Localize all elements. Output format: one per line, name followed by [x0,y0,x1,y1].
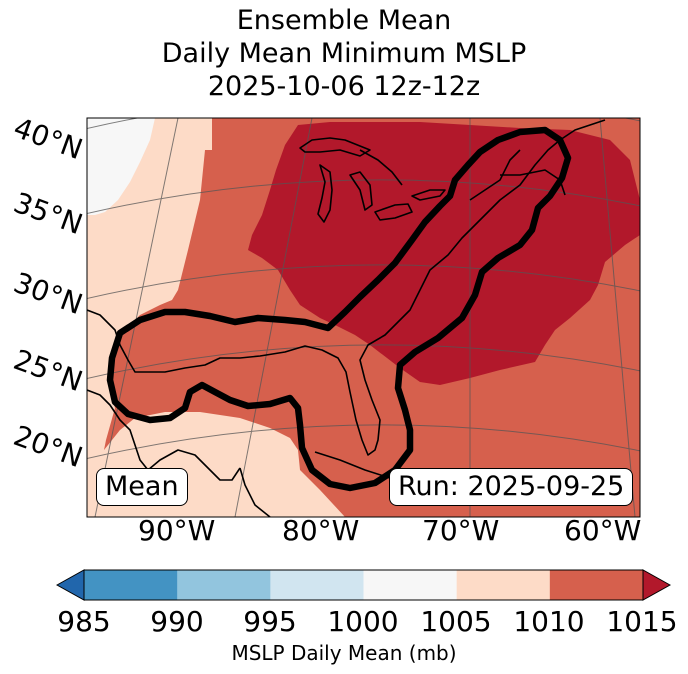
chart-title-line-3: 2025-10-06 12z-12z [207,71,481,102]
colorbar-tick-985: 985 [57,605,111,638]
colorbar-segment-1010-1015 [549,570,644,600]
chart-title-line-2: Daily Mean Minimum MSLP [161,38,527,69]
colorbar-label: MSLP Daily Mean (mb) [231,641,457,665]
colorbar-tick-990: 990 [150,605,204,638]
chart-title-line-1: Ensemble Mean [236,5,452,36]
ensemble-contour [106,126,572,492]
pressure-field-1000-1005 [87,118,155,215]
pressure-field-1015-plus [248,122,640,385]
colorbar-tick-1000: 1000 [327,605,399,638]
lon-label-60w: 60°W [564,514,642,547]
colorbar [55,569,672,601]
colorbar-segment-1005-1010 [456,570,551,600]
pressure-field-1005-1010-west [87,118,212,517]
mean-label-box: Mean [96,468,188,506]
colorbar-segments [84,570,644,600]
lon-label-90w: 90°W [138,514,216,547]
colorbar-tick-1010: 1010 [513,605,585,638]
colorbar-under-arrow [55,569,85,601]
colorbar-tick-1005: 1005 [420,605,492,638]
colorbar-frame [83,569,644,601]
run-date-label-box: Run: 2025-09-25 [389,468,634,506]
colorbar-segment-995-1000 [270,570,364,600]
colorbar-segment-990-995 [177,570,271,600]
map-frame [86,117,641,518]
lon-label-70w: 70°W [422,514,500,547]
colorbar-segment-985-990 [84,570,178,600]
lon-label-80w: 80°W [282,514,360,547]
colorbar-segment-1000-1005 [363,570,458,600]
colorbar-over-arrow [642,569,672,601]
colorbar-tick-995: 995 [243,605,297,638]
colorbar-tick-1015: 1015 [606,605,678,638]
